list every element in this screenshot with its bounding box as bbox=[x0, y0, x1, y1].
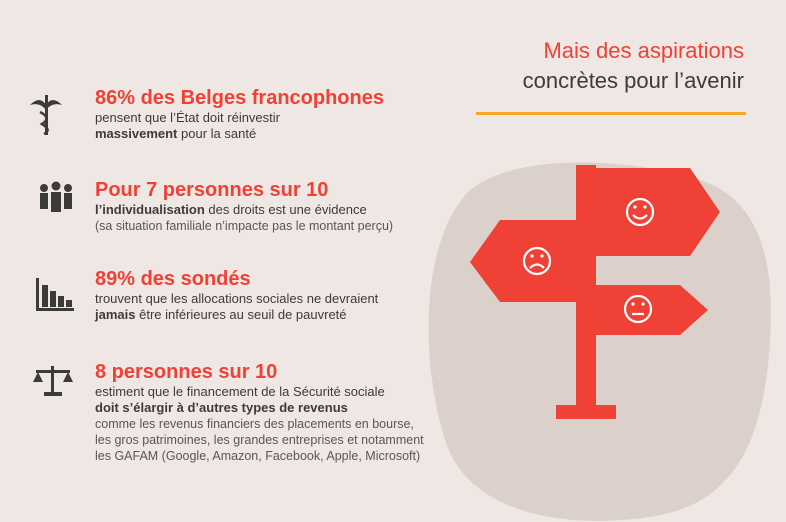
text: estiment que le financement de la Sécuri… bbox=[95, 384, 385, 399]
text: les GAFAM (Google, Amazon, Facebook, App… bbox=[95, 449, 421, 463]
stat-item: 89% des sondés trouvent que les allocati… bbox=[95, 267, 378, 323]
headline: Pour 7 personnes sur 10 bbox=[95, 179, 329, 201]
text: être inférieures au seuil de pauvreté bbox=[139, 307, 347, 322]
text: pour la santé bbox=[181, 126, 257, 141]
title-line: concrètes pour l’avenir bbox=[522, 68, 744, 93]
headline: 8 personnes sur 10 bbox=[95, 361, 278, 383]
stat-item: Pour 7 personnes sur 10 l’individualisat… bbox=[95, 178, 393, 234]
text: des droits est une évidence bbox=[208, 202, 367, 217]
text-line: doit s’élargir à d’autres types de reven… bbox=[95, 400, 424, 416]
text-line: les GAFAM (Google, Amazon, Facebook, App… bbox=[95, 448, 424, 464]
text-line: jamais être inférieures au seuil de pauv… bbox=[95, 307, 378, 323]
text: l’individualisation bbox=[95, 202, 205, 217]
text-line: massivement pour la santé bbox=[95, 126, 384, 142]
text: massivement bbox=[95, 126, 178, 141]
text-line: pensent que l’État doit réinvestir bbox=[95, 110, 384, 126]
text: jamais bbox=[95, 307, 136, 322]
text: doit s’élargir à d’autres types de reven… bbox=[95, 400, 348, 415]
text: les gros patrimoines, les grandes entrep… bbox=[95, 433, 424, 447]
text-line: estiment que le financement de la Sécuri… bbox=[95, 384, 424, 400]
divider bbox=[476, 112, 746, 115]
title: Mais des aspirations concrètes pour l’av… bbox=[523, 36, 744, 96]
text: trouvent que les allocations sociales ne… bbox=[95, 291, 379, 306]
text: (sa situation familiale n’impacte pas le… bbox=[95, 219, 394, 233]
stat-item: 8 personnes sur 10 estiment que le finan… bbox=[95, 360, 424, 464]
text-line: (sa situation familiale n’impacte pas le… bbox=[95, 218, 393, 234]
text-line: trouvent que les allocations sociales ne… bbox=[95, 291, 378, 307]
text-line: comme les revenus financiers des placeme… bbox=[95, 416, 424, 432]
text: pensent que l’État doit réinvestir bbox=[95, 110, 280, 125]
stat-item: 86% des Belges francophones pensent que … bbox=[95, 86, 384, 142]
text: comme les revenus financiers des placeme… bbox=[95, 417, 414, 431]
headline: 89% des sondés bbox=[95, 268, 251, 290]
text-line: les gros patrimoines, les grandes entrep… bbox=[95, 432, 424, 448]
title-line: Mais des aspirations bbox=[543, 38, 744, 63]
text-line: l’individualisation des droits est une é… bbox=[95, 202, 393, 218]
headline: 86% des Belges francophones bbox=[95, 87, 384, 109]
